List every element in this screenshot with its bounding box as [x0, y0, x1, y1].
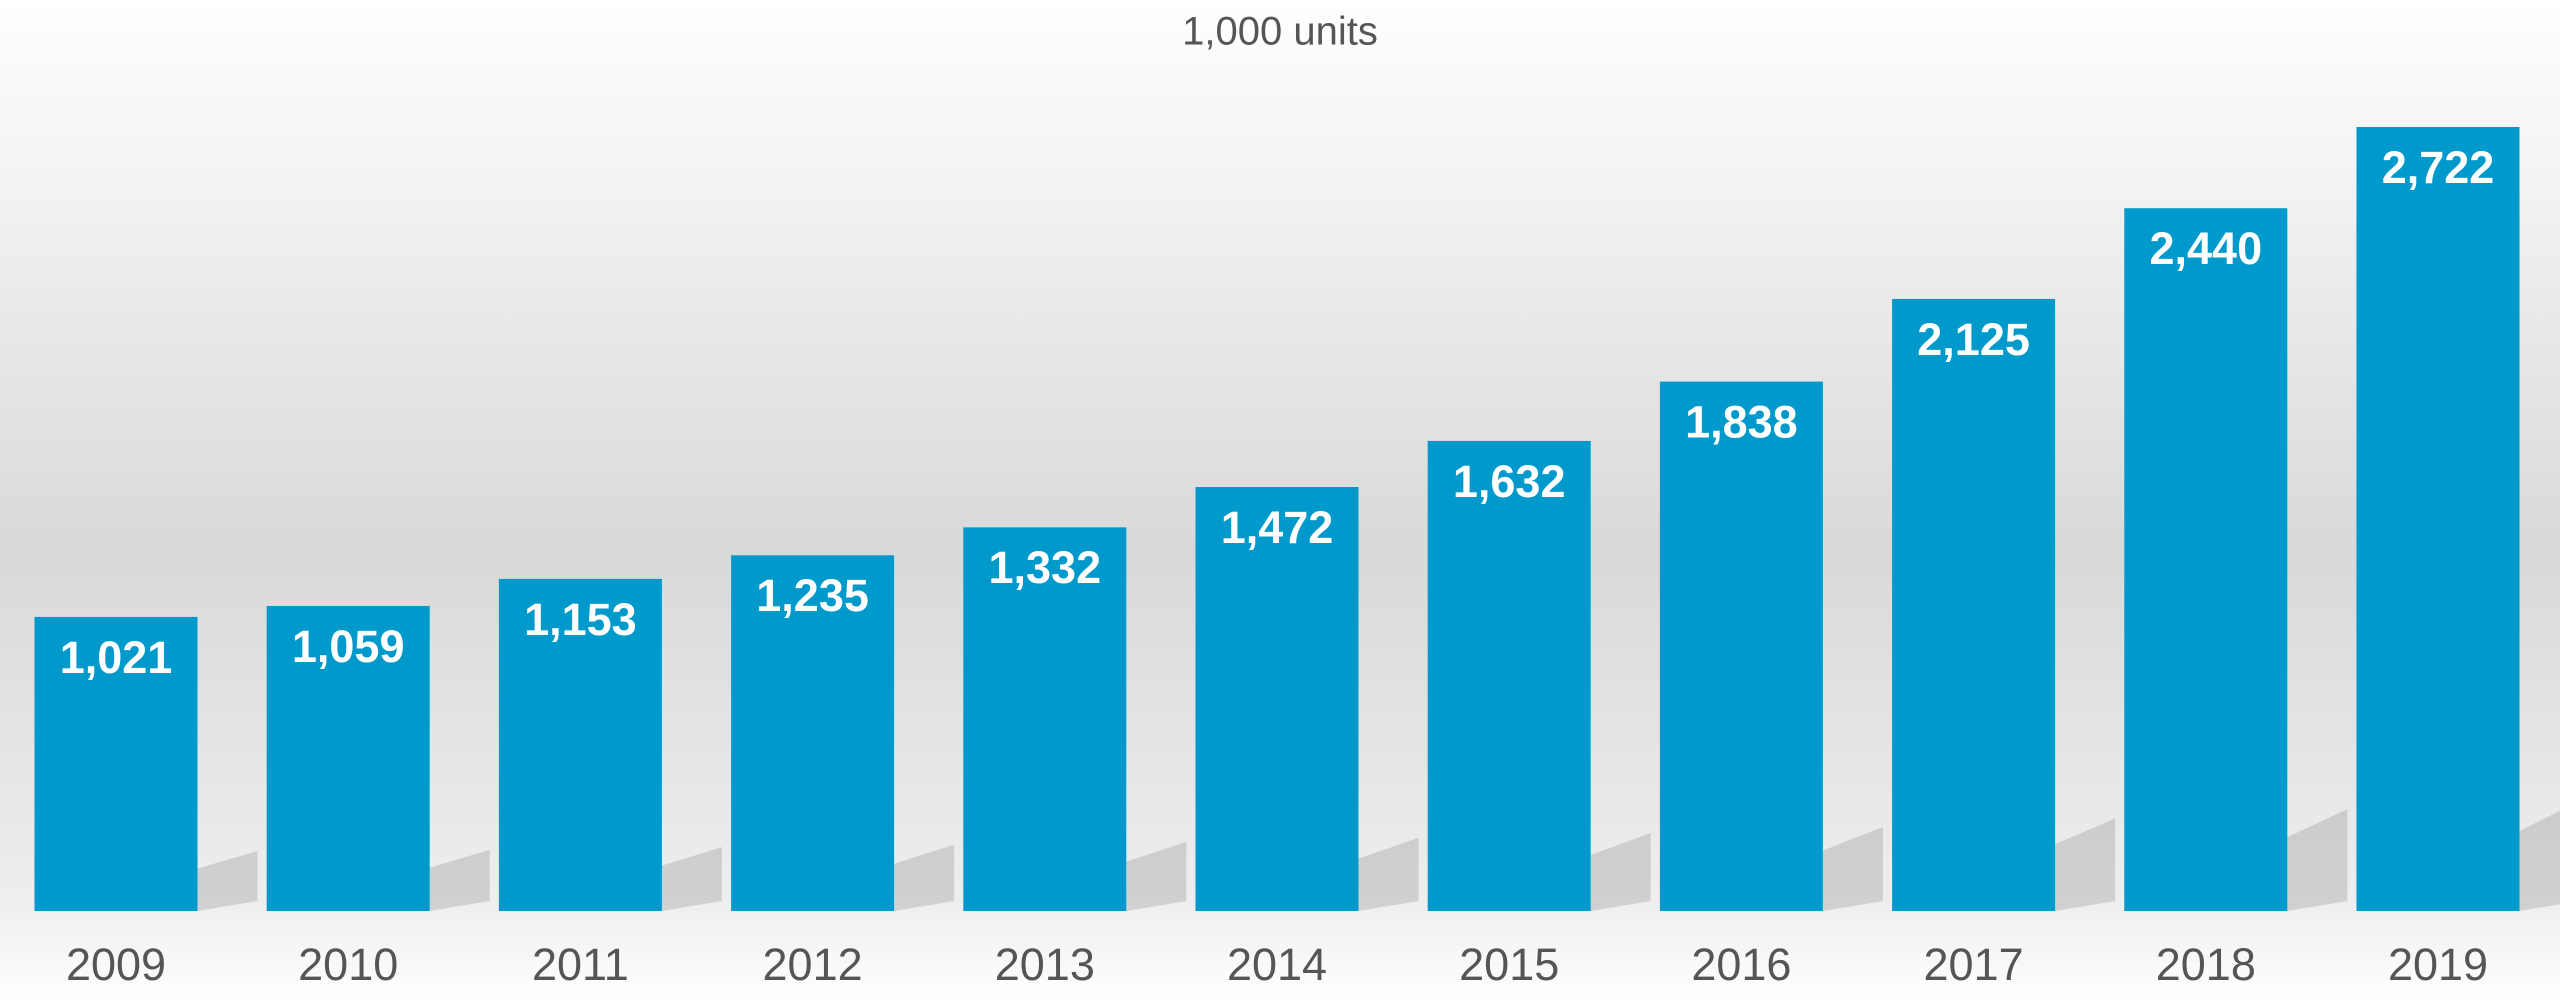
bar-shadow	[2287, 809, 2348, 911]
value-label: 1,235	[756, 570, 869, 621]
x-tick-label: 2016	[1691, 939, 1791, 990]
bar	[1892, 298, 2056, 911]
x-tick-label: 2017	[1924, 939, 2024, 990]
x-tick-label: 2014	[1227, 939, 1327, 990]
bar	[1427, 440, 1591, 911]
value-label: 2,440	[2149, 223, 2262, 274]
bar	[1195, 487, 1359, 911]
bar	[266, 605, 430, 911]
value-label: 1,153	[524, 594, 637, 645]
bar-shadow	[1590, 833, 1651, 911]
x-tick-label: 2012	[763, 939, 863, 990]
bar-shadow	[197, 850, 258, 911]
bar-shadow	[2519, 810, 2560, 911]
bar-shadow	[2055, 818, 2116, 911]
bar-shadow	[1126, 841, 1187, 911]
value-label: 1,059	[292, 621, 405, 672]
value-label: 2,125	[1917, 314, 2030, 365]
value-label: 1,472	[1221, 502, 1334, 553]
bar	[34, 616, 198, 911]
chart-subtitle: 1,000 units	[1182, 10, 1378, 54]
x-tick-label: 2015	[1459, 939, 1559, 990]
value-label: 1,332	[988, 542, 1101, 593]
bar	[498, 578, 662, 911]
value-label: 1,838	[1685, 397, 1798, 448]
bar	[2356, 127, 2520, 911]
bar-shadow	[1358, 837, 1419, 911]
bar	[2124, 208, 2288, 911]
value-label: 1,021	[60, 632, 173, 683]
x-tick-label: 2013	[995, 939, 1095, 990]
bar-shadow	[429, 849, 490, 911]
x-tick-label: 2018	[2156, 939, 2256, 990]
bar	[731, 555, 895, 911]
bar	[963, 527, 1127, 911]
x-tick-label: 2010	[298, 939, 398, 990]
value-label: 2,722	[2382, 142, 2495, 193]
x-tick-label: 2019	[2388, 939, 2488, 990]
bar-shadow	[661, 847, 722, 911]
value-label: 1,632	[1453, 456, 1566, 507]
bar-shadow	[1822, 826, 1883, 911]
bar-shadow	[894, 844, 955, 911]
x-tick-label: 2011	[532, 939, 629, 990]
bar	[1659, 381, 1823, 911]
x-tick-label: 2009	[66, 939, 166, 990]
